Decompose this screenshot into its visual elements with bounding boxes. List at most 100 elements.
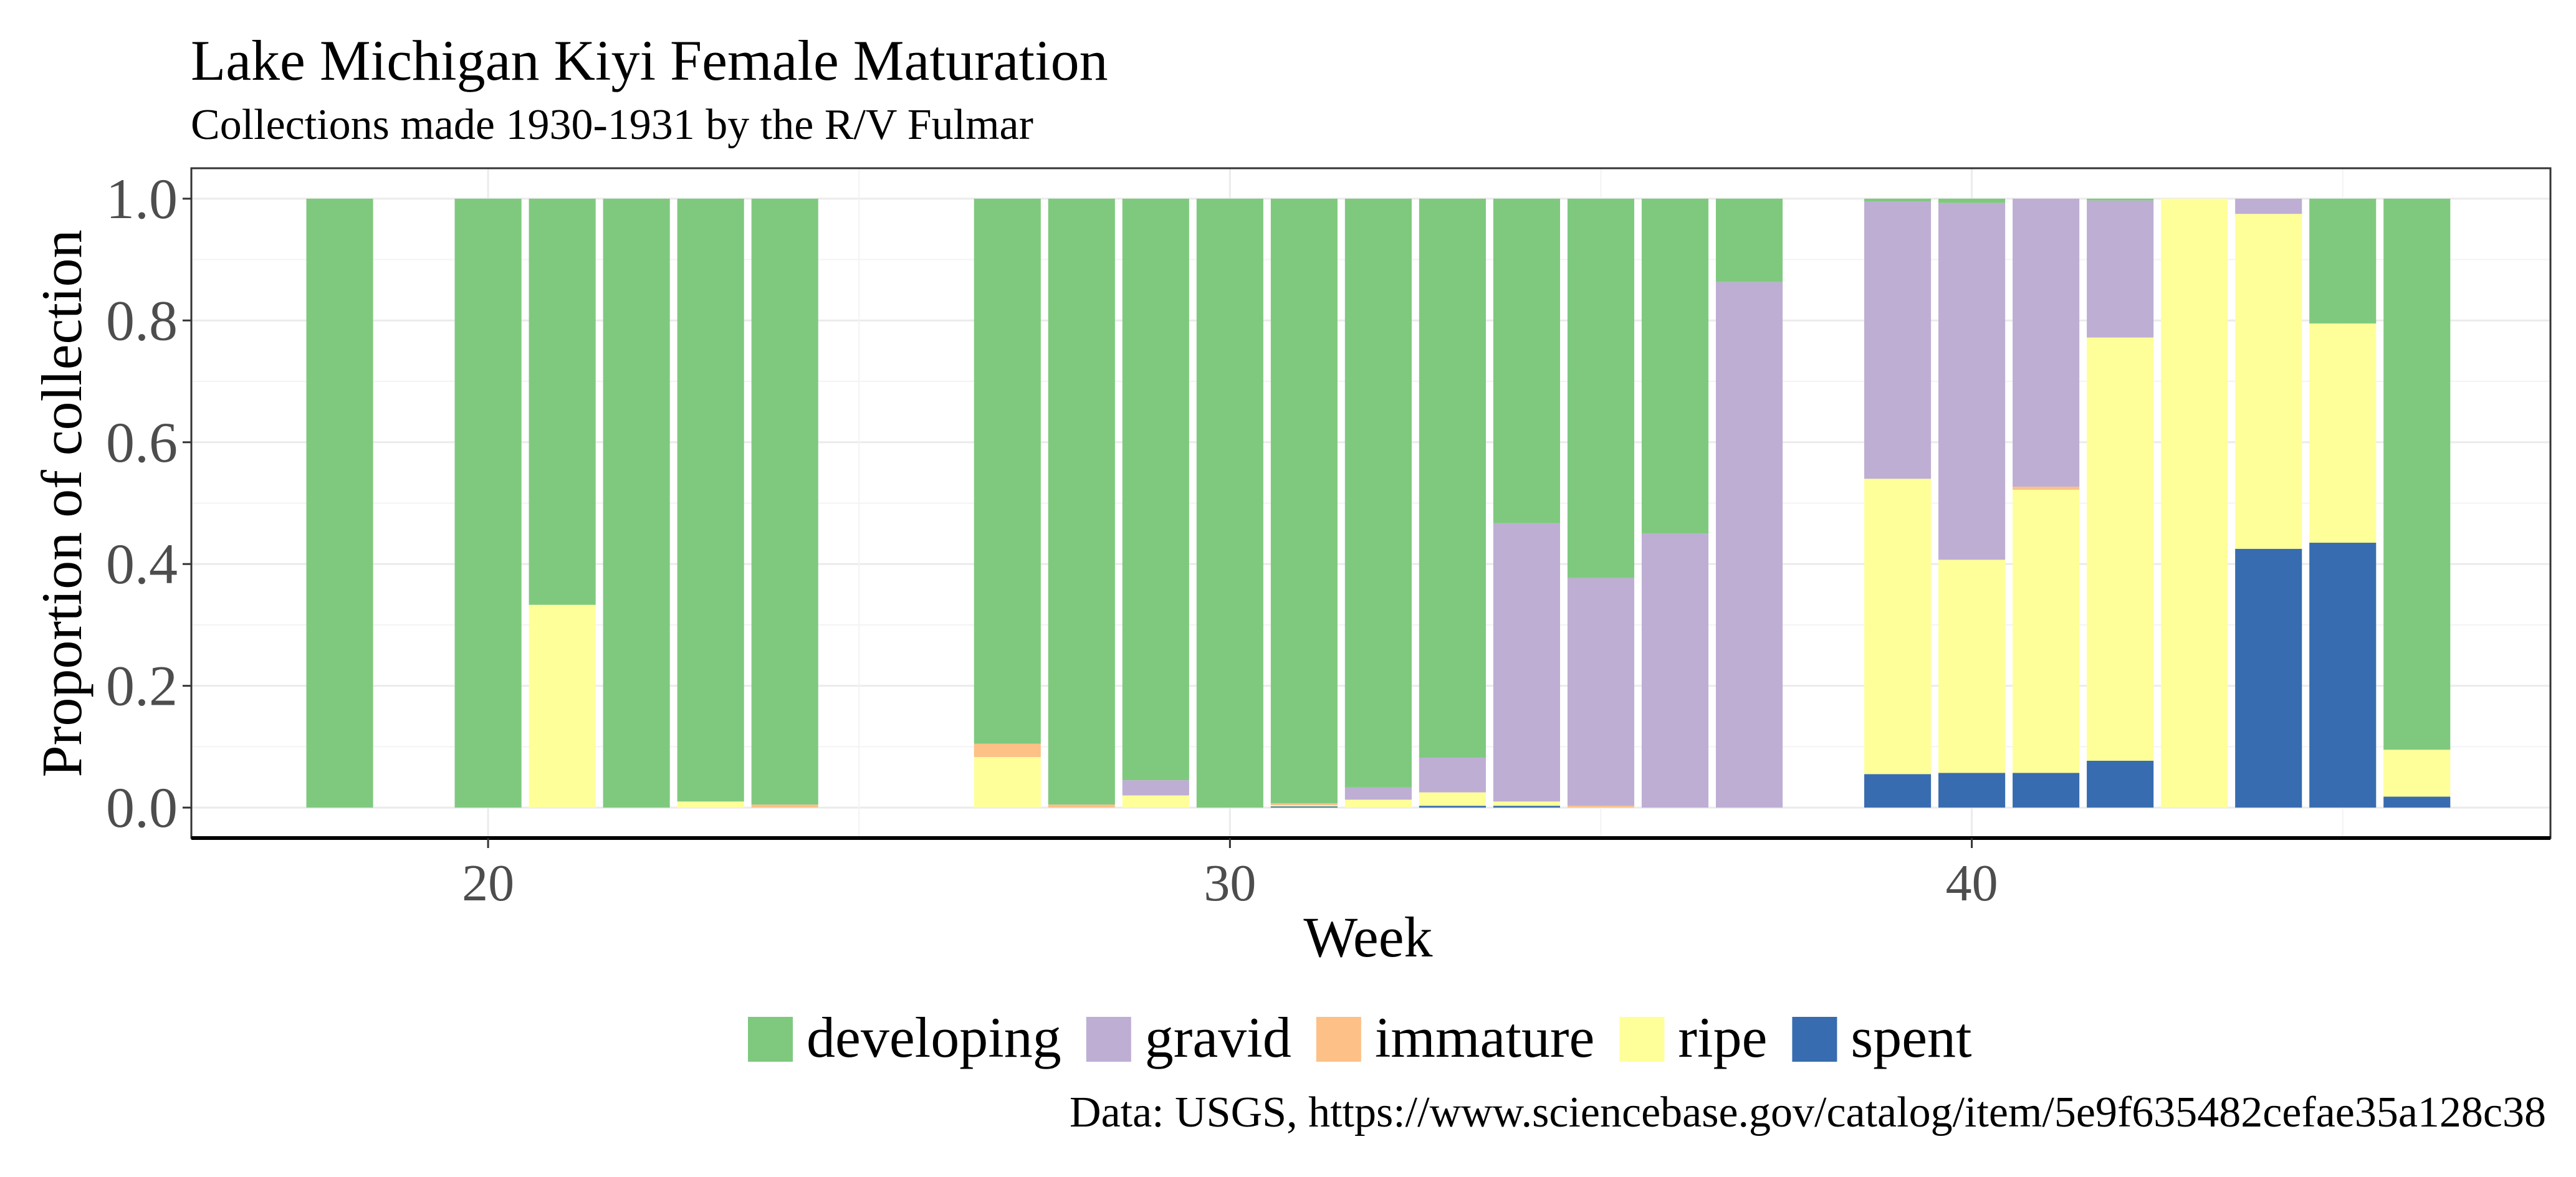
bar-week-33 [1419,198,1486,808]
bar-week-39 [1864,198,1932,808]
bar-week-30 [1196,198,1263,808]
bar-segment-developing [1641,198,1709,534]
bar-week-22 [603,198,670,808]
legend-key-immature [1316,1017,1361,1062]
bar-segment-developing [454,198,522,808]
bar-week-41 [2013,198,2080,808]
bar-segment-ripe [1938,560,2006,773]
legend-item-spent: spent [1792,1006,1972,1069]
legend-label-gravid: gravid [1145,1006,1291,1069]
bar-week-36 [1641,198,1709,808]
legend: developing gravid immature ripe spent [748,1006,1972,1069]
bar-segment-developing [1567,198,1635,578]
bar-segment-spent [2235,548,2302,808]
bar-week-27 [974,198,1041,808]
bar-segment-spent [1270,806,1338,808]
bar-week-20 [454,198,522,808]
x-axis-label: Week [1303,905,1432,969]
bar-segment-ripe [974,757,1041,808]
bar-segment-gravid [1715,282,1783,808]
bar-week-45 [2309,198,2377,808]
bar-segment-gravid [1344,787,1412,800]
bar-segment-spent [1419,806,1486,808]
bar-segment-developing [677,198,744,802]
bar-segment-developing [2309,198,2377,324]
legend-key-spent [1792,1017,1837,1062]
bars [306,198,2451,808]
bar-segment-ripe [1122,795,1189,808]
bar-segment-ripe [1864,479,1932,774]
bar-segment-developing [1196,198,1263,808]
bar-week-28 [1048,198,1115,808]
bar-segment-gravid [1864,201,1932,479]
bar-segment-developing [603,198,670,808]
bar-segment-immature [2013,487,2080,490]
bar-week-32 [1344,198,1412,808]
bar-week-34 [1493,198,1561,808]
bar-segment-developing [306,198,373,808]
bar-segment-immature [1048,804,1115,808]
bar-segment-ripe [2013,490,2080,773]
x-axis-ticks: 20 30 40 [462,838,1998,912]
legend-label-immature: immature [1375,1006,1595,1069]
legend-label-developing: developing [807,1006,1061,1069]
bar-week-35 [1567,198,1635,808]
bar-segment-developing [1048,198,1115,805]
legend-label-ripe: ripe [1678,1006,1767,1069]
legend-item-gravid: gravid [1086,1006,1291,1069]
bar-segment-developing [2087,198,2154,201]
y-tick-label: 0.6 [106,411,178,474]
legend-item-immature: immature [1316,1006,1595,1069]
bar-week-21 [529,198,596,808]
bar-segment-spent [1864,774,1932,808]
bar-segment-spent [2087,760,2154,808]
legend-key-ripe [1619,1017,1665,1062]
chart-title: Lake Michigan Kiyi Female Maturation [191,29,1108,92]
bar-segment-spent [2383,796,2451,808]
y-tick-label: 0.8 [106,288,178,352]
bar-week-23 [677,198,744,808]
bar-segment-developing [1864,198,1932,202]
x-tick-label: 40 [1946,854,1998,912]
legend-item-developing: developing [748,1006,1061,1069]
bar-segment-developing [1419,198,1486,758]
bar-segment-developing [1270,198,1338,804]
bar-segment-ripe [529,604,596,808]
bar-segment-gravid [2087,200,2154,338]
bar-segment-spent [2309,543,2377,808]
bar-segment-developing [1344,198,1412,788]
bar-segment-developing [1715,198,1783,282]
x-tick-label: 30 [1204,854,1256,912]
legend-label-spent: spent [1851,1006,1972,1069]
bar-segment-developing [1938,198,2006,203]
legend-item-ripe: ripe [1619,1006,1767,1069]
bar-week-29 [1122,198,1189,808]
bar-segment-ripe [2235,214,2302,549]
bar-week-18 [306,198,373,808]
bar-week-43 [2161,198,2228,808]
bar-segment-gravid [1419,758,1486,793]
bar-segment-ripe [1344,799,1412,808]
bar-segment-immature [974,743,1041,758]
bar-segment-ripe [677,801,744,808]
bar-week-40 [1938,198,2006,808]
bar-week-44 [2235,198,2302,808]
bar-segment-gravid [1493,523,1561,802]
x-tick-label: 20 [462,854,514,912]
y-tick-label: 0.4 [106,532,178,596]
bar-week-42 [2087,198,2154,808]
bar-segment-ripe [2087,337,2154,761]
bar-segment-ripe [2161,198,2228,808]
bar-segment-developing [1493,198,1561,523]
bar-segment-developing [1122,198,1189,781]
legend-key-gravid [1086,1017,1131,1062]
bar-segment-ripe [1493,801,1561,806]
caption: Data: USGS, https://www.sciencebase.gov/… [1070,1089,2546,1136]
bar-segment-immature [751,804,818,808]
chart-subtitle: Collections made 1930-1931 by the R/V Fu… [191,101,1033,149]
bar-segment-gravid [1938,203,2006,560]
bar-segment-gravid [1567,578,1635,806]
y-tick-label: 1.0 [106,167,178,231]
bar-segment-immature [1567,806,1635,808]
